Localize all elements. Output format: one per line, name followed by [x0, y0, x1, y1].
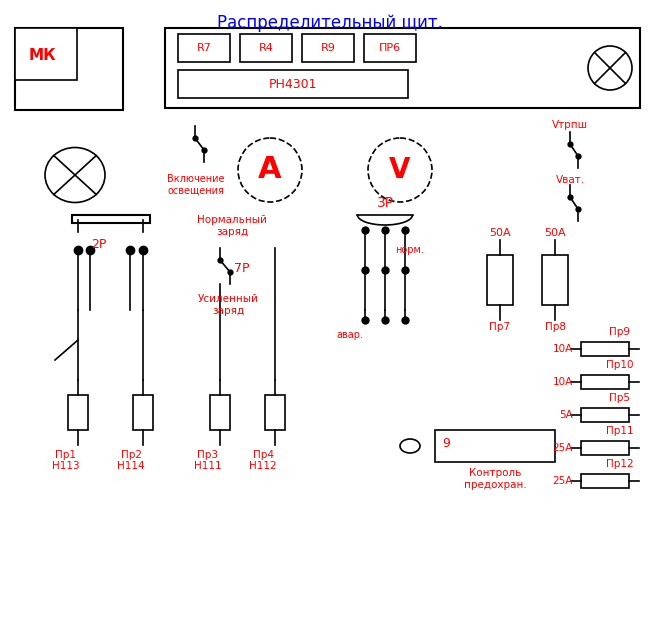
Circle shape — [368, 138, 432, 202]
Text: Пр12: Пр12 — [606, 459, 634, 469]
Text: Пр7: Пр7 — [490, 322, 510, 332]
Text: Пр1: Пр1 — [56, 450, 77, 460]
Text: Нормальный
заряд: Нормальный заряд — [197, 215, 267, 236]
Text: 50А: 50А — [544, 228, 566, 238]
Text: 25А: 25А — [553, 443, 573, 453]
Text: Н113: Н113 — [52, 461, 80, 471]
Bar — [581, 474, 629, 488]
Text: Пр10: Пр10 — [606, 360, 634, 370]
Text: РН4301: РН4301 — [269, 78, 317, 90]
Text: МК: МК — [28, 48, 56, 63]
Text: Н112: Н112 — [249, 461, 277, 471]
Text: Н111: Н111 — [194, 461, 222, 471]
Circle shape — [238, 138, 302, 202]
Text: V: V — [389, 156, 410, 184]
Text: R4: R4 — [258, 43, 274, 53]
Bar — [72, 215, 150, 223]
Bar — [178, 70, 408, 98]
Bar — [581, 441, 629, 455]
Text: Пр9: Пр9 — [609, 327, 631, 337]
Bar — [302, 34, 354, 62]
Bar — [165, 28, 640, 108]
Text: 5А: 5А — [559, 410, 573, 420]
Text: R7: R7 — [196, 43, 212, 53]
Ellipse shape — [45, 147, 105, 203]
Text: Пр4: Пр4 — [253, 450, 274, 460]
Text: А: А — [258, 155, 282, 184]
Text: авар.: авар. — [336, 330, 364, 340]
Bar — [210, 395, 230, 430]
Bar — [364, 34, 416, 62]
Text: 3Р: 3Р — [376, 196, 393, 210]
Bar — [542, 255, 568, 305]
Text: Пр5: Пр5 — [609, 393, 631, 403]
Text: 25А: 25А — [553, 476, 573, 486]
Text: Включение
освещения: Включение освещения — [167, 174, 225, 196]
Text: Пр2: Пр2 — [120, 450, 141, 460]
Text: Н114: Н114 — [117, 461, 145, 471]
Text: ПР6: ПР6 — [379, 43, 401, 53]
Bar — [581, 342, 629, 356]
Bar — [265, 395, 285, 430]
Text: Распределительный щит.: Распределительный щит. — [217, 14, 443, 32]
Bar — [487, 255, 513, 305]
Text: 9: 9 — [442, 437, 450, 450]
Text: 2Р: 2Р — [91, 238, 106, 251]
Text: R9: R9 — [321, 43, 335, 53]
Bar — [435, 430, 555, 462]
Text: Пр8: Пр8 — [545, 322, 566, 332]
Text: 50А: 50А — [489, 228, 511, 238]
Text: 10А: 10А — [553, 377, 573, 387]
Bar — [133, 395, 153, 430]
Bar — [240, 34, 292, 62]
Circle shape — [588, 46, 632, 90]
Bar — [178, 34, 230, 62]
Text: 7Р: 7Р — [234, 261, 249, 275]
Bar — [581, 408, 629, 422]
Text: Vват.: Vват. — [555, 175, 584, 185]
Bar — [15, 28, 77, 80]
Text: Vтрпш: Vтрпш — [552, 120, 588, 130]
Ellipse shape — [400, 439, 420, 453]
Text: 10А: 10А — [553, 344, 573, 354]
Bar — [15, 28, 123, 110]
Text: Пр3: Пр3 — [198, 450, 219, 460]
Text: Пр11: Пр11 — [606, 426, 634, 436]
Text: Усиленный
заряд: Усиленный заряд — [198, 294, 258, 315]
Text: норм.: норм. — [395, 245, 424, 255]
Bar — [581, 375, 629, 389]
Text: Контроль
предохран.: Контроль предохран. — [463, 468, 526, 490]
Bar — [68, 395, 88, 430]
